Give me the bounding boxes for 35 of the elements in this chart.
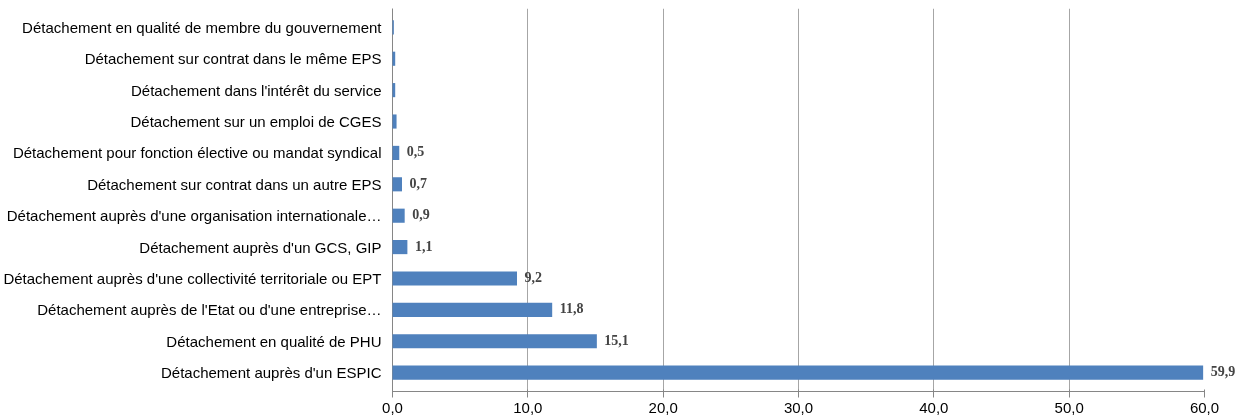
bar [392,334,597,349]
y-tick-label: Détachement auprès d'un GCS, GIP [139,238,382,256]
data-label: 0,9 [412,207,430,224]
x-tick-label: 30,0 [783,398,814,415]
x-tick-label: 40,0 [919,398,949,415]
bar [392,208,405,223]
y-tick-label: Détachement en qualité de PHU [166,332,382,350]
y-tick-label: Détachement pour fonction élective ou mandat syndical [12,144,382,162]
x-tick-label: 50,0 [1054,398,1084,415]
y-tick-label: Détachement auprès d'une organisation internationale… [6,207,382,225]
y-tick-label: Détachement en qualité de membre du gouvernement [22,18,383,36]
y-tick-label: Détachement auprès d'un ESPIC [161,364,382,382]
bar [392,271,518,286]
data-label: 1,1 [414,238,433,255]
data-label: 15,1 [604,332,629,349]
y-tick-label: Détachement dans l'intérêt du service [131,81,382,99]
y-tick-label: Détachement auprès de l'Etat ou d'une entreprise… [37,301,382,319]
y-tick-label: Détachement sur un emploi de CGES [130,113,382,131]
x-tick-label: 10,0 [513,398,543,415]
y-tick-label: Détachement sur contrat dans un autre EPS [87,175,382,193]
x-tick-label: 0,0 [382,398,403,415]
bar [392,240,408,255]
x-tick-label: 60,0 [1189,398,1220,415]
bar [392,114,397,129]
data-label: 0,5 [406,144,425,161]
bar [392,365,1204,380]
data-label: 59,9 [1210,364,1236,381]
data-label: 0,7 [409,175,427,192]
x-tick-label: 20,0 [648,398,678,415]
bar [392,177,402,192]
y-tick-label: Détachement sur contrat dans le même EPS [84,50,382,68]
data-label: 11,8 [559,301,584,318]
data-label: 9,2 [524,269,542,286]
bar [392,302,553,317]
y-tick-label: Détachement auprès d'une collectivité territoriale ou EPT [3,269,382,287]
